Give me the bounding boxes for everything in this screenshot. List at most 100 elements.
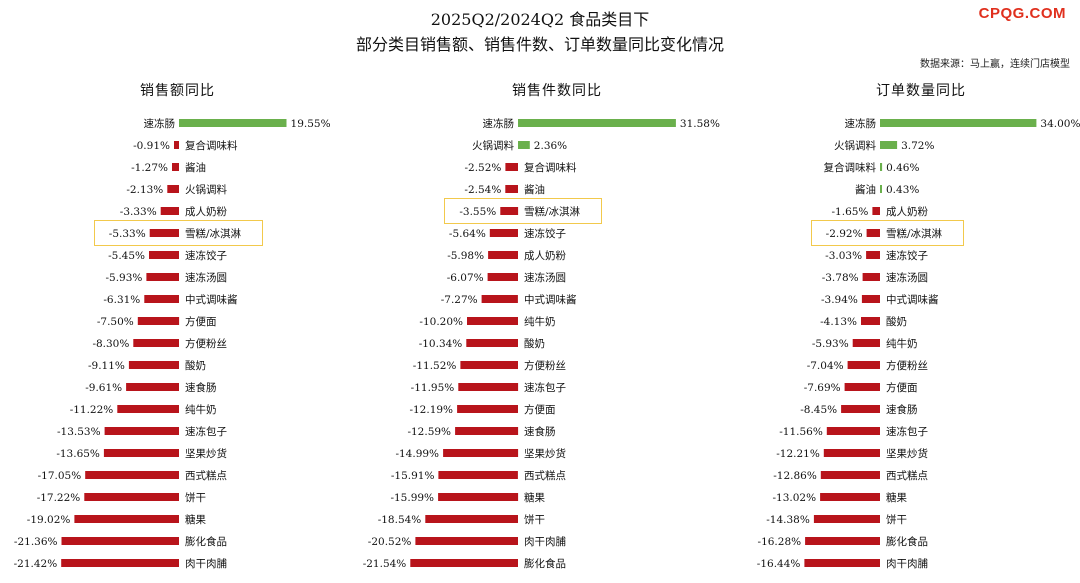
- category-label-1-14: 速食肠: [524, 425, 556, 438]
- bar-2-13: [841, 405, 880, 413]
- bar-1-1: [518, 141, 530, 149]
- category-label-1-10: 酸奶: [524, 337, 545, 350]
- panel-title-orders: 订单数量同比: [876, 83, 966, 99]
- chart-panel-1: 31.58% 速冻肠 2.36% 火锅调料 -2.52% 复合调味料 -2.54% 酱油 -3.…: [363, 117, 720, 570]
- highlight-box-2: [810, 220, 964, 246]
- category-label-2-9: 酸奶: [886, 315, 907, 328]
- category-label-1-4: 雪糕/冰淇淋: [524, 205, 581, 218]
- category-label-2-7: 速冻汤圆: [886, 271, 928, 284]
- category-label-0-18: 糖果: [185, 513, 206, 526]
- bar-0-7: [146, 273, 179, 281]
- value-label-1-0: 31.58%: [680, 118, 720, 130]
- category-label-1-12: 速冻包子: [524, 381, 566, 394]
- category-label-1-5: 速冻饺子: [524, 227, 566, 240]
- value-label-1-14: -12.59%: [407, 426, 451, 438]
- bar-1-7: [487, 273, 518, 281]
- bar-0-20: [61, 559, 180, 567]
- category-label-0-19: 膨化食品: [185, 535, 227, 548]
- bar-1-19: [415, 537, 518, 545]
- category-label-1-19: 肉干肉脯: [524, 535, 566, 548]
- category-label-1-1: 火锅调料: [472, 139, 514, 152]
- bar-2-11: [847, 361, 880, 369]
- bar-2-7: [862, 273, 880, 281]
- category-label-2-8: 中式调味酱: [886, 293, 939, 306]
- value-label-1-5: -5.64%: [449, 228, 486, 240]
- value-label-0-7: -5.93%: [105, 272, 142, 284]
- value-label-1-10: -10.34%: [419, 338, 463, 350]
- value-label-0-16: -17.05%: [38, 470, 82, 482]
- value-label-1-9: -10.20%: [419, 316, 463, 328]
- bar-0-18: [74, 515, 179, 523]
- bar-1-20: [410, 559, 518, 567]
- value-label-1-13: -12.19%: [409, 404, 453, 416]
- bar-0-3: [167, 185, 179, 193]
- category-label-0-6: 速冻饺子: [185, 249, 227, 262]
- bar-0-1: [174, 141, 179, 149]
- value-label-1-7: -6.07%: [447, 272, 484, 284]
- bar-1-8: [481, 295, 518, 303]
- value-label-0-2: -1.27%: [131, 162, 168, 174]
- value-label-2-18: -14.38%: [766, 514, 810, 526]
- value-label-2-12: -7.69%: [804, 382, 841, 394]
- category-label-2-16: 西式糕点: [886, 469, 928, 482]
- category-label-2-15: 坚果炒货: [886, 447, 928, 460]
- bar-1-10: [466, 339, 518, 347]
- category-label-0-10: 方便粉丝: [185, 337, 227, 350]
- value-label-0-0: 19.55%: [291, 118, 331, 130]
- category-label-2-19: 膨化食品: [886, 535, 928, 548]
- bar-0-15: [103, 449, 179, 457]
- highlight-box-0: [93, 220, 263, 246]
- value-label-2-5: -2.92%: [826, 228, 863, 240]
- category-label-2-5: 雪糕/冰淇淋: [886, 227, 943, 240]
- category-label-2-11: 方便粉丝: [886, 359, 928, 372]
- value-label-1-15: -14.99%: [395, 448, 439, 460]
- value-label-2-0: 34.00%: [1040, 118, 1080, 130]
- category-label-2-4: 成人奶粉: [886, 205, 928, 218]
- bar-1-6: [488, 251, 518, 259]
- bar-2-14: [826, 427, 880, 435]
- category-label-0-5: 雪糕/冰淇淋: [185, 227, 242, 240]
- value-label-0-9: -7.50%: [97, 316, 134, 328]
- bar-2-20: [804, 559, 880, 567]
- value-label-2-10: -5.93%: [812, 338, 849, 350]
- value-label-2-14: -11.56%: [779, 426, 823, 438]
- category-label-0-2: 酱油: [185, 161, 206, 174]
- bar-2-10: [852, 339, 880, 347]
- category-label-1-20: 膨化食品: [524, 557, 566, 570]
- bar-0-9: [137, 317, 180, 325]
- value-label-1-8: -7.27%: [441, 294, 478, 306]
- value-label-0-5: -5.33%: [109, 228, 146, 240]
- bar-2-18: [813, 515, 880, 523]
- bar-2-17: [820, 493, 880, 501]
- bar-1-16: [438, 471, 518, 479]
- value-label-0-17: -17.22%: [37, 492, 81, 504]
- category-label-1-18: 饼干: [524, 513, 545, 526]
- bar-0-8: [144, 295, 179, 303]
- category-label-2-2: 复合调味料: [824, 161, 877, 174]
- category-label-2-17: 糖果: [886, 491, 907, 504]
- bar-1-17: [438, 493, 519, 501]
- bar-0-4: [160, 207, 179, 215]
- bar-0-14: [104, 427, 179, 435]
- category-label-0-20: 肉干肉脯: [185, 557, 227, 570]
- bar-2-6: [866, 251, 880, 259]
- value-label-0-8: -6.31%: [103, 294, 140, 306]
- category-label-1-13: 方便面: [524, 403, 556, 416]
- bar-0-13: [117, 405, 179, 413]
- panel-title-units: 销售件数同比: [512, 83, 602, 99]
- value-label-1-17: -15.99%: [390, 492, 434, 504]
- value-label-0-4: -3.33%: [120, 206, 157, 218]
- category-label-0-1: 复合调味料: [185, 139, 238, 152]
- category-label-1-0: 速冻肠: [483, 117, 515, 130]
- value-label-2-8: -3.94%: [821, 294, 858, 306]
- value-label-0-18: -19.02%: [27, 514, 71, 526]
- value-label-0-20: -21.42%: [14, 558, 58, 570]
- category-label-2-13: 速食肠: [886, 403, 918, 416]
- chart-title-line1: 2025Q2/2024Q2 食品类目下: [430, 10, 650, 29]
- value-label-2-4: -1.65%: [832, 206, 869, 218]
- value-label-1-11: -11.52%: [413, 360, 457, 372]
- category-label-1-3: 酱油: [524, 183, 545, 196]
- bar-1-3: [505, 185, 518, 193]
- category-label-1-6: 成人奶粉: [524, 249, 566, 262]
- bar-0-0: [179, 119, 287, 127]
